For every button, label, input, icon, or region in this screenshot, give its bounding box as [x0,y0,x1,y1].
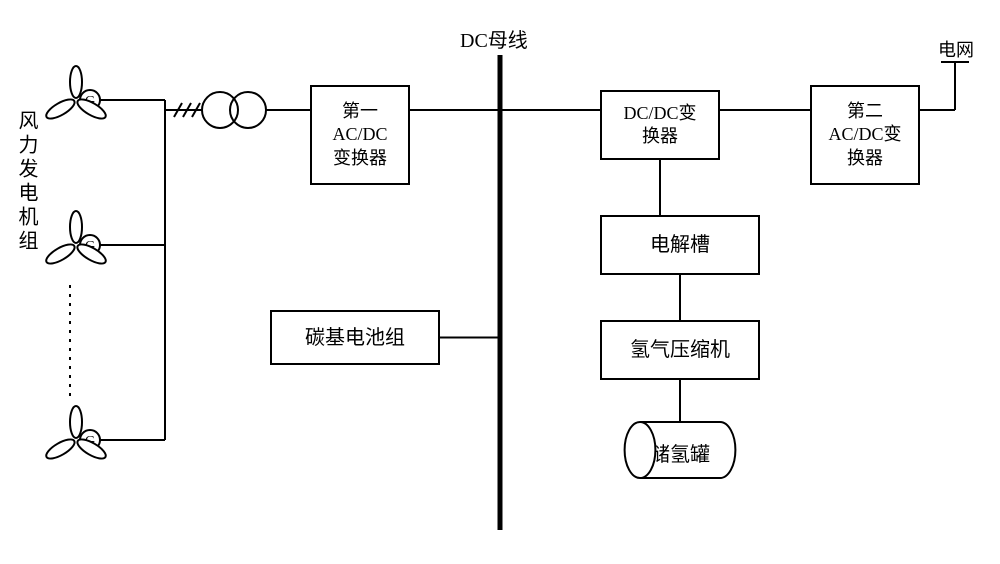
box-acdc1: 第一 AC/DC 变换器 [310,85,410,185]
dc-bus-title: DC母线 [460,24,528,53]
box-electrolyzer: 电解槽 [600,215,760,275]
svg-text:G: G [85,239,95,254]
svg-text:G: G [85,94,95,109]
tank-label: 储氢罐 [650,438,710,467]
grid-label: 电网 [938,36,974,62]
box-carbon-battery: 碳基电池组 [270,310,440,365]
svg-text:G: G [85,434,95,449]
box-dcdc: DC/DC变 换器 [600,90,720,160]
box-acdc2: 第二 AC/DC变 换器 [810,85,920,185]
box-h2-compressor: 氢气压缩机 [600,320,760,380]
wind-turbine-group-label: 风力发电机组 [12,110,41,254]
